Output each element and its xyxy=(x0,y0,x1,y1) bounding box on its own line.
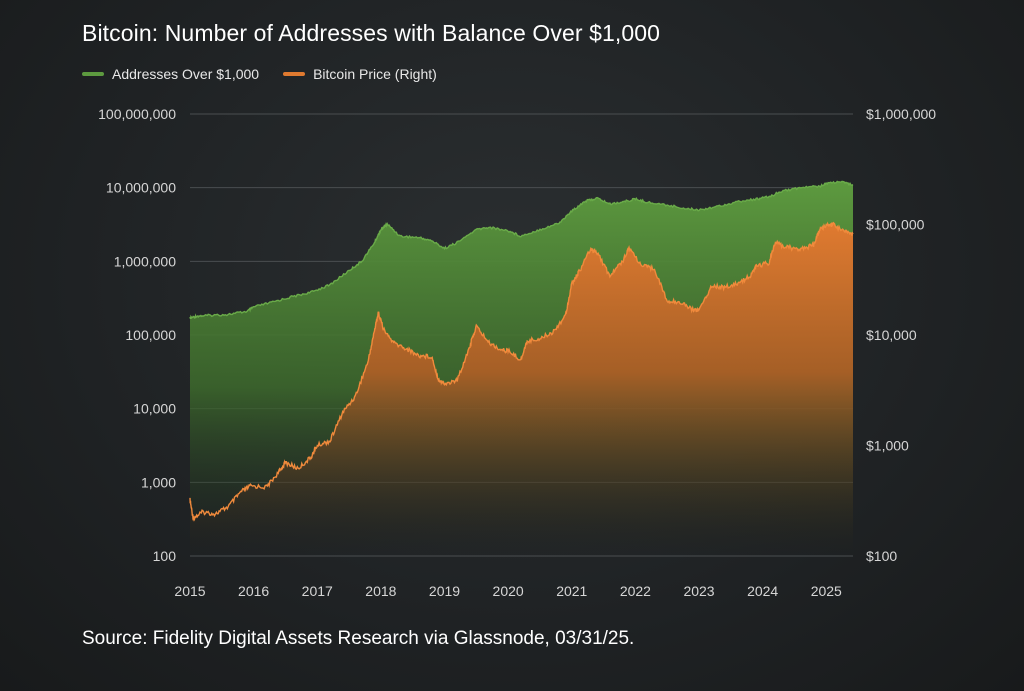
right-axis-tick-label: $100,000 xyxy=(866,217,925,233)
x-axis-tick-label: 2017 xyxy=(302,583,333,599)
legend-swatch-price xyxy=(283,72,306,76)
legend-swatch-addresses xyxy=(82,72,104,76)
left-axis-tick-label: 1,000,000 xyxy=(114,253,176,269)
x-axis-tick-label: 2020 xyxy=(493,583,524,599)
left-axis-tick-label: 100 xyxy=(153,548,177,564)
right-axis-tick-label: $10,000 xyxy=(866,327,917,343)
x-axis-tick-label: 2022 xyxy=(620,583,651,599)
right-axis-tick-label: $1,000 xyxy=(866,438,909,454)
right-axis-tick-label: $1,000,000 xyxy=(866,106,936,122)
x-axis-tick-label: 2019 xyxy=(429,583,460,599)
source-note: Source: Fidelity Digital Assets Research… xyxy=(82,628,635,649)
price-series-line xyxy=(189,221,854,522)
chart-title: Bitcoin: Number of Addresses with Balanc… xyxy=(82,20,661,46)
legend-label-price: Bitcoin Price (Right) xyxy=(313,66,437,82)
left-axis-tick-label: 1,000 xyxy=(141,474,176,490)
left-axis-tick-label: 100,000 xyxy=(125,327,176,343)
legend-item-addresses: Addresses Over $1,000 xyxy=(82,66,259,82)
x-axis-tick-label: 2024 xyxy=(747,583,778,599)
left-axis-tick-label: 10,000,000 xyxy=(106,180,176,196)
x-axis-tick-label: 2015 xyxy=(174,583,205,599)
x-axis-tick-label: 2025 xyxy=(811,583,842,599)
left-axis-tick-label: 100,000,000 xyxy=(98,106,176,122)
legend-label-addresses: Addresses Over $1,000 xyxy=(112,66,260,82)
x-axis-tick-label: 2018 xyxy=(365,583,396,599)
legend-item-price: Bitcoin Price (Right) xyxy=(283,66,437,82)
x-axis-tick-label: 2023 xyxy=(683,583,714,599)
chart-legend: Addresses Over $1,000 Bitcoin Price (Rig… xyxy=(82,66,437,82)
left-axis-tick-label: 10,000 xyxy=(133,401,176,417)
addresses-series-line xyxy=(189,180,854,320)
x-axis-tick-label: 2016 xyxy=(238,583,269,599)
price-series-area xyxy=(190,222,853,556)
x-axis-tick-label: 2021 xyxy=(556,583,587,599)
right-axis-tick-label: $100 xyxy=(866,548,897,564)
